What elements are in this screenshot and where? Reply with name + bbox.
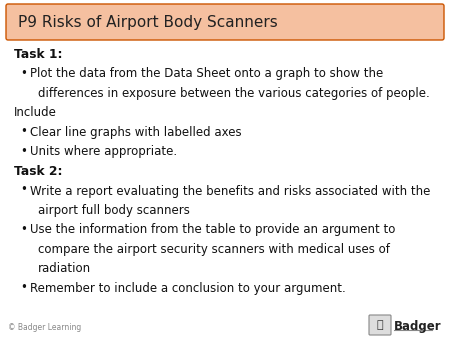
Text: Task 2:: Task 2: xyxy=(14,165,63,178)
Text: •: • xyxy=(20,222,27,236)
Text: Badger: Badger xyxy=(394,320,441,333)
Text: Plot the data from the Data Sheet onto a graph to show the: Plot the data from the Data Sheet onto a… xyxy=(30,68,383,80)
Text: •: • xyxy=(20,184,27,196)
Text: Use the information from the table to provide an argument to: Use the information from the table to pr… xyxy=(30,223,396,237)
Text: © Badger Learning: © Badger Learning xyxy=(8,323,81,332)
Text: •: • xyxy=(20,281,27,294)
FancyBboxPatch shape xyxy=(369,315,391,335)
Text: differences in exposure between the various categories of people.: differences in exposure between the vari… xyxy=(38,87,430,100)
Text: radiation: radiation xyxy=(38,263,91,275)
Text: 🦡: 🦡 xyxy=(377,320,383,330)
Text: Include: Include xyxy=(14,106,57,120)
Text: Remember to include a conclusion to your argument.: Remember to include a conclusion to your… xyxy=(30,282,346,295)
Text: Task 1:: Task 1: xyxy=(14,48,63,61)
Text: Units where appropriate.: Units where appropriate. xyxy=(30,145,177,159)
Text: Write a report evaluating the benefits and risks associated with the: Write a report evaluating the benefits a… xyxy=(30,185,430,197)
FancyBboxPatch shape xyxy=(6,4,444,40)
Text: airport full body scanners: airport full body scanners xyxy=(38,204,190,217)
Text: compare the airport security scanners with medical uses of: compare the airport security scanners wi… xyxy=(38,243,390,256)
Text: •: • xyxy=(20,67,27,79)
Text: •: • xyxy=(20,145,27,158)
Text: Clear line graphs with labelled axes: Clear line graphs with labelled axes xyxy=(30,126,242,139)
Text: P9 Risks of Airport Body Scanners: P9 Risks of Airport Body Scanners xyxy=(18,15,278,29)
Text: •: • xyxy=(20,125,27,138)
